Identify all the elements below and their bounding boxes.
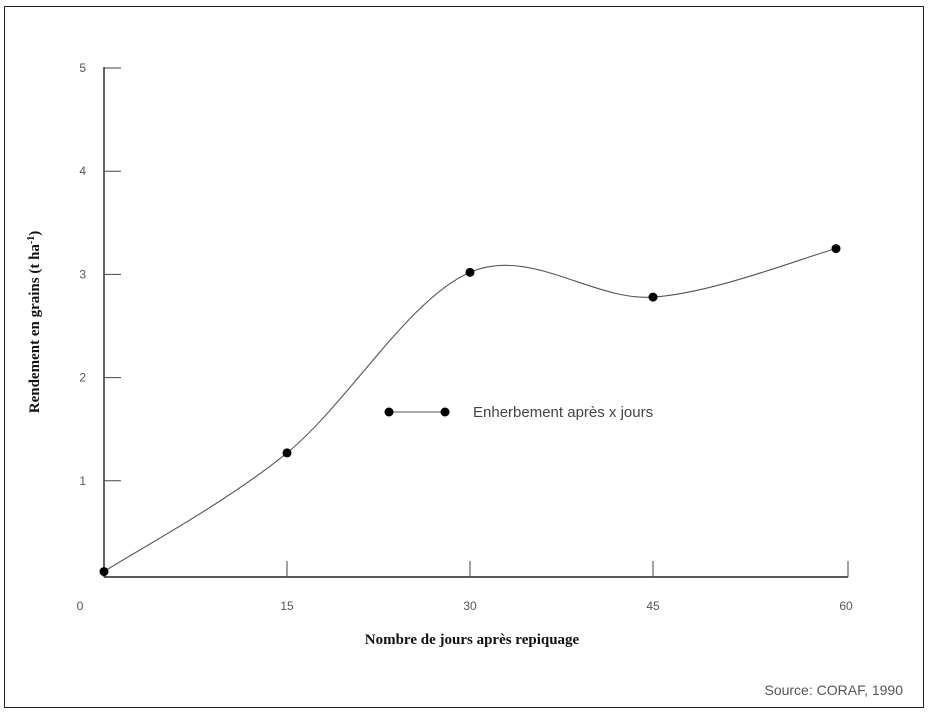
series-line [103,248,837,573]
x-tick-label: 0 [77,599,84,613]
legend-label: Enherbement après x jours [473,404,653,421]
y-tick-label: 2 [79,371,86,385]
y-tick-label: 4 [79,164,86,178]
legend-marker-right [440,407,450,417]
y-tick-label: 1 [79,474,86,488]
y-axis-title: Rendement en grains (t ha-1) [26,231,44,414]
source-note: Source: CORAF, 1990 [764,682,903,698]
data-point [99,567,109,577]
y-tick-label: 5 [79,61,86,75]
x-tick-label: 45 [646,599,660,613]
legend: Enherbement après x jours [384,404,653,421]
data-point [465,267,475,277]
chart-frame [4,6,924,708]
y-axis-title-suffix: ) [27,231,43,236]
x-ticks: 0 15 30 45 60 [77,561,853,613]
data-point [282,448,292,458]
x-tick-label: 30 [463,599,477,613]
x-tick-label: 60 [839,599,853,613]
y-axis-title-main: Rendement en grains (t ha [27,244,43,414]
x-axis-title: Nombre de jours après repiquage [365,632,580,648]
data-point [648,292,658,302]
data-point [831,244,841,254]
y-tick-label: 3 [79,267,86,281]
y-axis-title-superscript: -1 [26,236,37,244]
legend-marker-left [384,407,394,417]
x-tick-label: 15 [280,599,294,613]
y-ticks: 1 2 3 4 5 [79,61,121,488]
series-points [99,244,841,577]
